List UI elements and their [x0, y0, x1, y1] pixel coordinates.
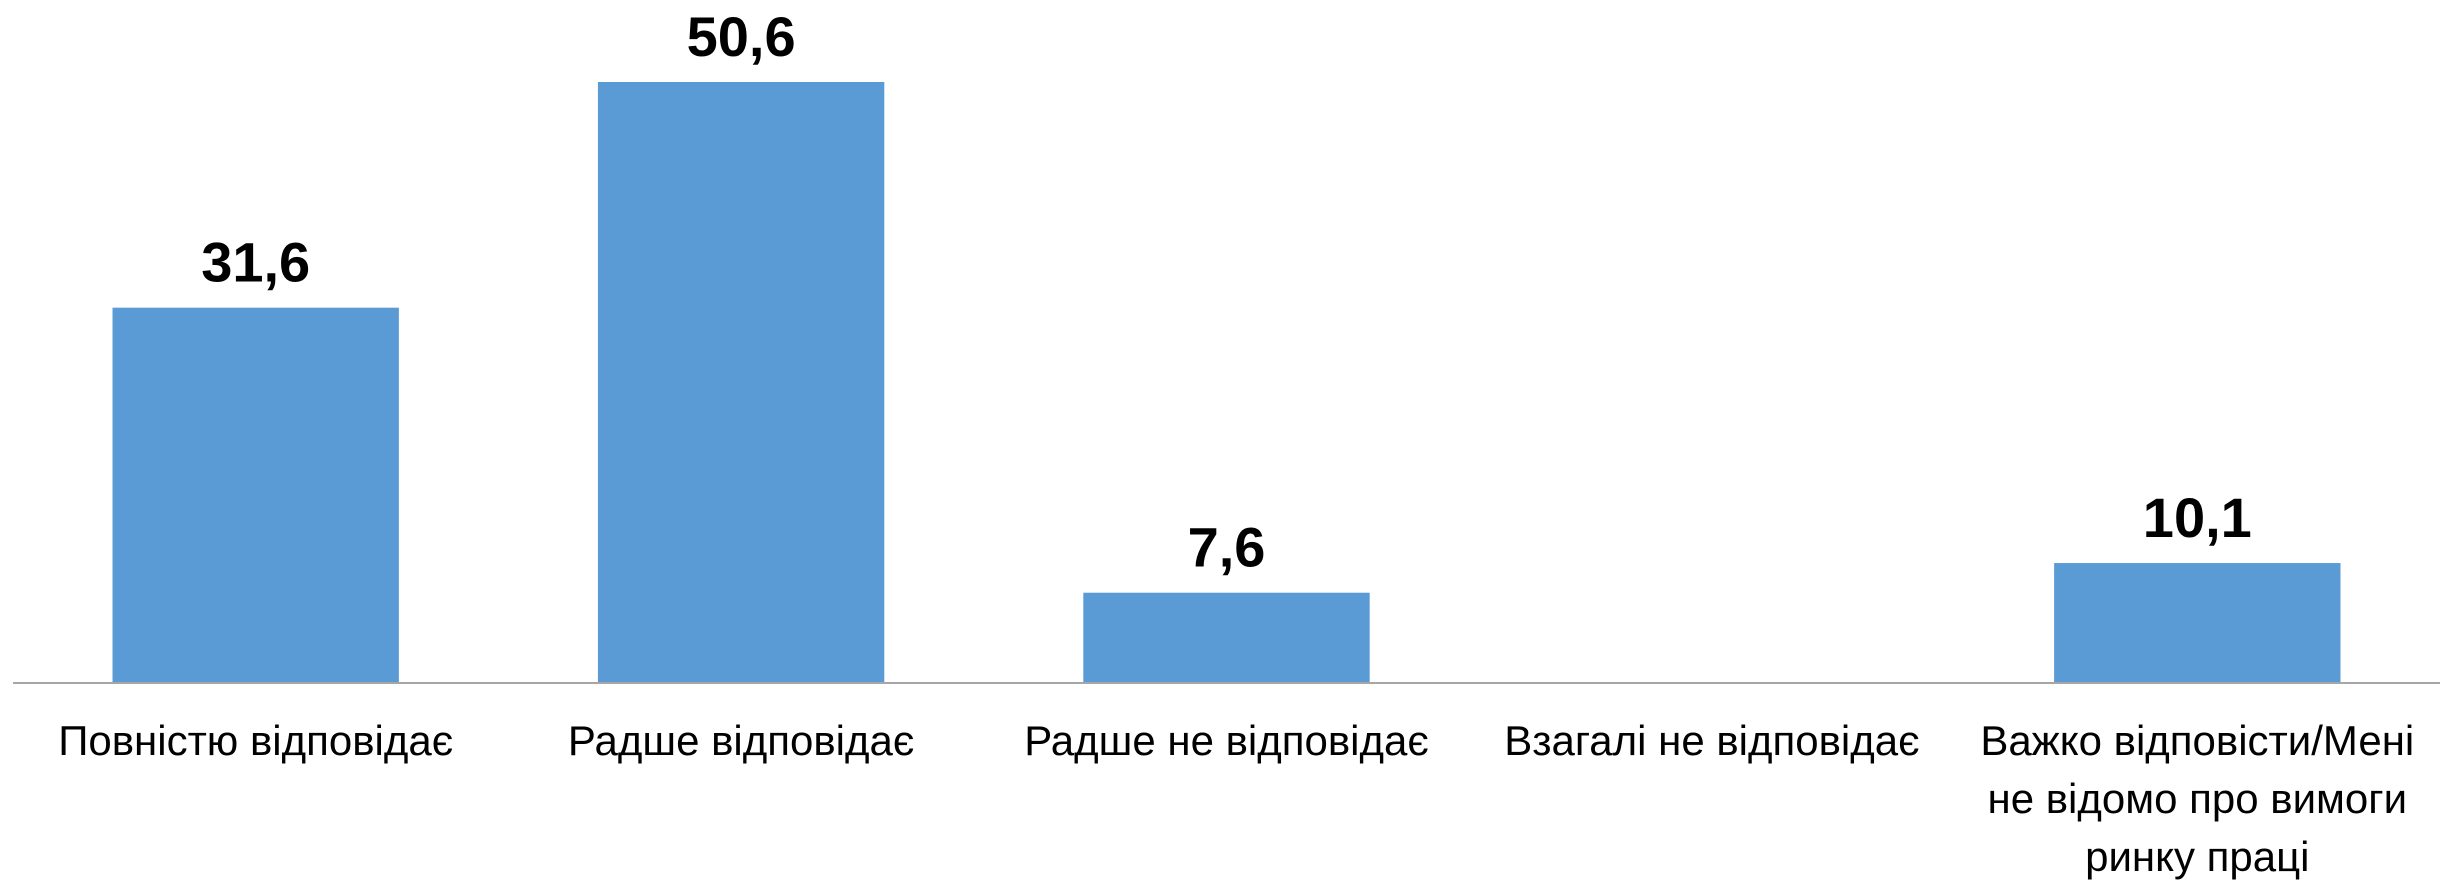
value-label: 7,6: [1188, 516, 1266, 579]
value-label: 31,6: [201, 231, 310, 294]
bar: [1083, 592, 1370, 683]
bar: [2054, 563, 2341, 683]
value-label: 10,1: [2143, 486, 2252, 549]
x-tick-label: Радше не відповідає: [1024, 717, 1429, 764]
x-tick-label: Важко відповісти/Мені не відомо про вимо…: [1980, 717, 2415, 880]
x-tick-label: Взагалі не відповідає: [1504, 717, 1920, 764]
x-tick-label: Повністю відповідає: [58, 717, 454, 764]
bar: [597, 82, 885, 683]
x-tick-label: Радше відповідає: [567, 717, 915, 764]
bar: [112, 307, 399, 683]
value-label: 50,6: [687, 5, 796, 68]
